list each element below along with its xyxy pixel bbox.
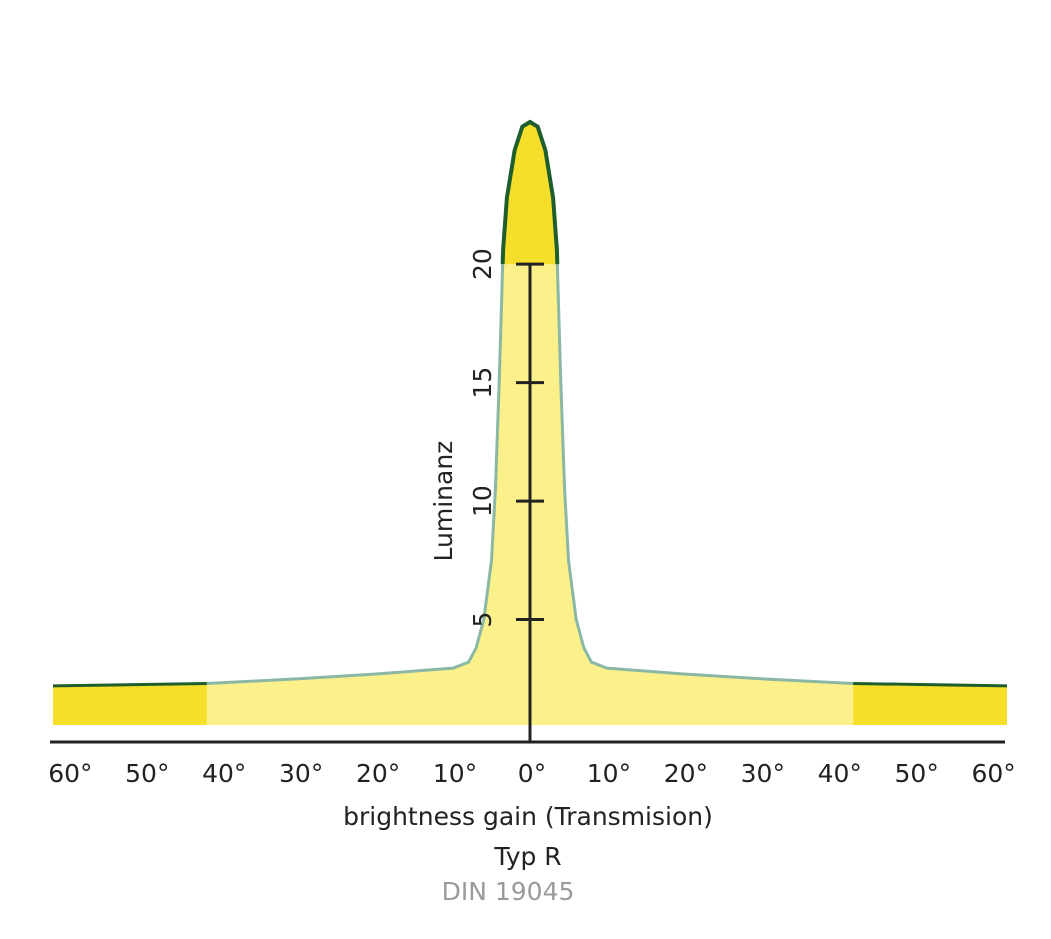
area-highlight (502, 122, 558, 265)
x-tick-label: 20° (356, 759, 400, 788)
x-tick-label: 50° (895, 759, 939, 788)
x-tick-label: 30° (741, 759, 785, 788)
curve-line (853, 682, 1008, 688)
area-fill (53, 683, 207, 725)
x-tick-label: 20° (664, 759, 708, 788)
x-tick-label: 10° (587, 759, 631, 788)
y-tick-label: 10 (468, 485, 497, 517)
x-tick-label: 40° (818, 759, 862, 788)
area-fill (853, 683, 1007, 725)
x-tick-label: 60° (971, 759, 1015, 788)
x-tick-label: 0° (518, 759, 546, 788)
curve-line (52, 682, 207, 688)
x-tick-label: 50° (125, 759, 169, 788)
x-tick-label: 30° (279, 759, 323, 788)
note: DIN 19045 (442, 877, 575, 906)
y-tick-label: 20 (468, 248, 497, 280)
x-tick-label: 40° (202, 759, 246, 788)
y-axis-label: Luminanz (429, 441, 458, 562)
x-axis-label: brightness gain (Transmision) (343, 802, 713, 831)
x-tick-label: 10° (433, 759, 477, 788)
curve-line-highlight (500, 119, 560, 265)
y-tick-label: 5 (468, 612, 497, 628)
subtitle: Typ R (493, 842, 561, 871)
x-tick-label: 60° (48, 759, 92, 788)
y-tick-label: 15 (468, 367, 497, 399)
